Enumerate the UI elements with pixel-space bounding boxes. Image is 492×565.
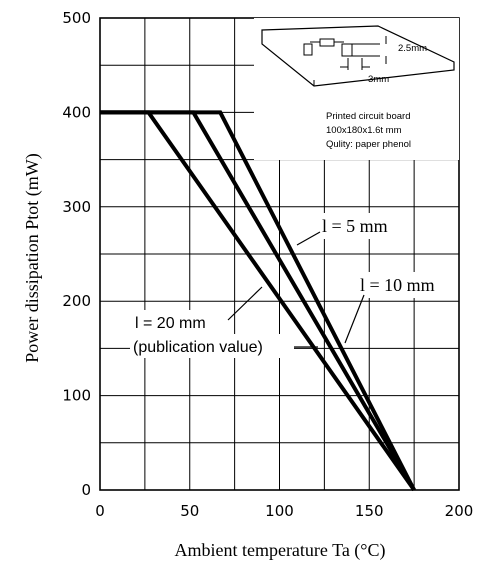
x-tick-label: 200 (445, 502, 474, 520)
label-10mm: l = 10 mm (360, 275, 435, 295)
label-20mm-leader (227, 286, 263, 321)
y-tick-label: 500 (62, 9, 91, 27)
pcb-pad-left (303, 43, 313, 56)
x-tick-label: 100 (265, 502, 294, 520)
x-axis-title: Ambient temperature Ta (°C) (174, 540, 385, 561)
series-line-3 (100, 110, 416, 492)
y-tick-label: 0 (81, 481, 91, 499)
label-10mm-bg (356, 272, 452, 298)
inset-caption-line3: Qulity: paper phenol (326, 139, 411, 150)
dim-label-3mm: 3mm (368, 74, 389, 85)
y-tick-label: 300 (62, 198, 91, 216)
inset-caption-line2: 100x180x1.6t mm (326, 125, 402, 136)
label-20mm: l = 20 mm (135, 315, 206, 332)
label-20mm-note-bg (130, 334, 294, 358)
series-lines (100, 110, 416, 492)
inset-caption-line1: Printed circuit board (326, 111, 410, 122)
pcb-inset-diagram: 2.5mm 3mm Printed circuit board 100x180x… (254, 18, 459, 160)
x-tick-label: 0 (95, 502, 105, 520)
label-10mm-leader (344, 294, 365, 344)
x-tick-label: 50 (180, 502, 199, 520)
dim-label-2-5mm: 2.5mm (398, 43, 427, 54)
y-tick-label: 200 (62, 292, 91, 310)
label-20mm-bg (130, 310, 230, 334)
y-tick-label: 400 (62, 103, 91, 121)
pcb-diode-body (319, 38, 335, 47)
y-axis-title: Power dissipation Ptot (mW) (22, 153, 43, 363)
y-tick-label: 100 (62, 387, 91, 405)
label-5mm-bg (318, 213, 404, 239)
label-5mm: l = 5 mm (322, 216, 388, 236)
label-5mm-leader (296, 231, 321, 246)
tick-labels: 0 50 100 150 200 0 100 200 300 400 500 (62, 9, 473, 520)
x-tick-label: 150 (355, 502, 384, 520)
label-20mm-note: (publication value) (133, 339, 263, 356)
pcb-pad-right (341, 43, 353, 57)
